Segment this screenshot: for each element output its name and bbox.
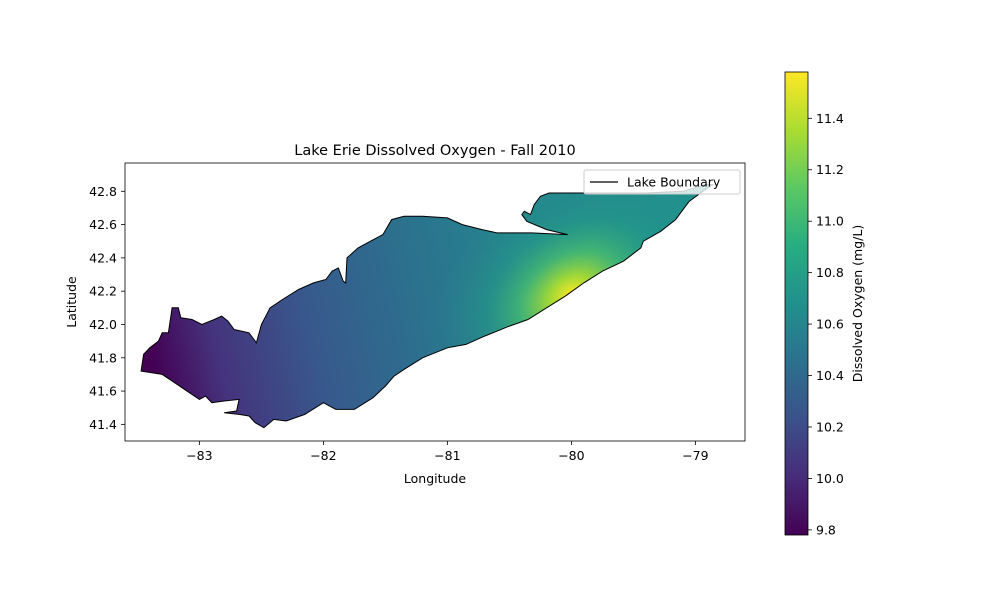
x-tick-label: −80 (558, 448, 584, 463)
y-axis-ticks: 41.4 41.6 41.8 42.0 42.2 42.4 42.6 42.8 (89, 184, 125, 432)
colorbar-tick-label: 11.0 (816, 214, 844, 229)
y-tick-label: 41.6 (89, 384, 117, 399)
colorbar-gradient (784, 71, 809, 536)
colorbar-tick-label: 11.4 (816, 111, 844, 126)
colorbar-tick-label: 10.2 (816, 419, 844, 434)
y-tick-label: 41.8 (89, 350, 117, 365)
x-tick-label: −82 (310, 448, 336, 463)
x-tick-label: −83 (186, 448, 212, 463)
y-tick-label: 42.2 (89, 284, 117, 299)
colorbar-tick-label: 11.2 (816, 162, 844, 177)
x-tick-label: −79 (682, 448, 708, 463)
y-tick-label: 42.0 (89, 317, 117, 332)
y-axis-label: Latitude (64, 276, 79, 328)
oxygen-field (141, 184, 713, 428)
lake-boundary-line (140, 184, 715, 429)
colorbar-ticks: 9.8 10.0 10.2 10.4 10.6 10.8 11.0 11.2 11.4 (808, 111, 844, 537)
colorbar-tick-label: 10.6 (816, 317, 844, 332)
plot-area (124, 162, 746, 442)
legend: Lake Boundary (583, 169, 741, 195)
colorbar-tick-label: 10.4 (816, 368, 844, 383)
colorbar: 9.8 10.0 10.2 10.4 10.6 10.8 11.0 11.2 11.4 Diss… (784, 71, 865, 537)
y-tick-label: 42.4 (89, 250, 117, 265)
y-tick-label: 42.8 (89, 184, 117, 199)
y-tick-label: 41.4 (89, 417, 117, 432)
chart-title: Lake Erie Dissolved Oxygen - Fall 2010 (294, 143, 575, 159)
colorbar-tick-label: 10.0 (816, 471, 844, 486)
colorbar-tick-label: 9.8 (816, 522, 836, 537)
legend-entry-lake-boundary: Lake Boundary (627, 175, 721, 190)
x-axis-ticks: −83 −82 −81 −80 −79 (186, 441, 709, 463)
axes-frame (124, 162, 746, 442)
colorbar-tick-label: 10.8 (816, 265, 844, 280)
colorbar-label: Dissolved Oxygen (mg/L) (850, 225, 865, 382)
x-tick-label: −81 (434, 448, 460, 463)
field-peak-gradient (141, 184, 713, 428)
y-tick-label: 42.6 (89, 217, 117, 232)
legend-box (583, 169, 741, 195)
x-axis-label: Longitude (404, 471, 466, 486)
